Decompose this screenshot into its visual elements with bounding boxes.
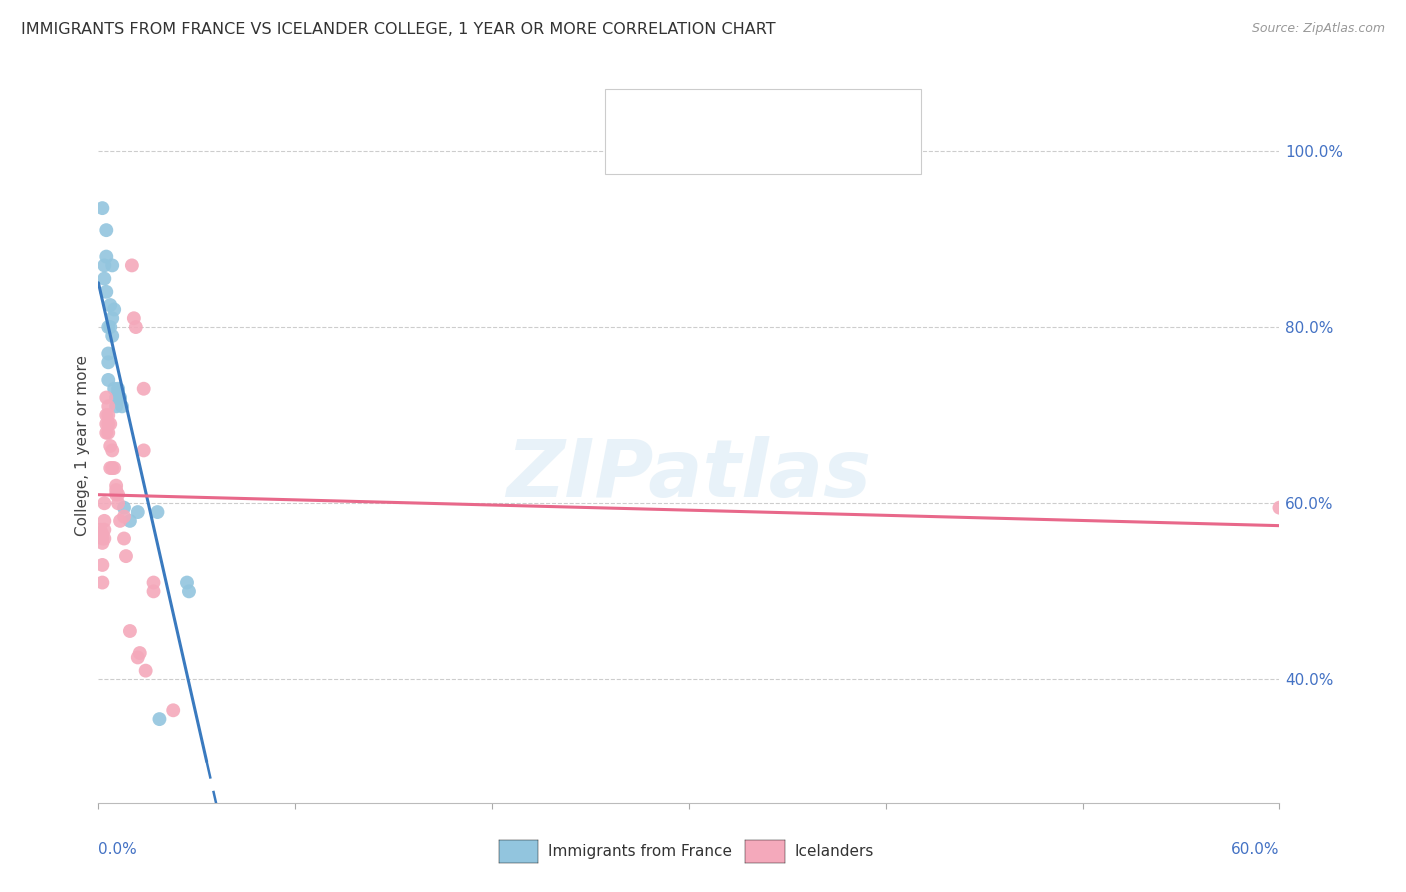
Point [97, 425, 120, 440]
Point [101, 311, 124, 326]
Point [93, 532, 115, 546]
Point [108, 391, 131, 405]
Point [125, 320, 148, 334]
Text: N =: N = [806, 111, 835, 125]
Point [98, 298, 121, 312]
Point [91, 536, 114, 550]
Point [121, 259, 143, 273]
Point [97, 355, 120, 369]
Point [115, 549, 138, 563]
Text: N =: N = [806, 143, 835, 157]
Point [112, 509, 135, 524]
Point [103, 382, 125, 396]
Point [105, 391, 128, 405]
Point [146, 505, 169, 519]
Text: ZIPatlas: ZIPatlas [506, 435, 872, 514]
Text: Immigrants from France: Immigrants from France [548, 845, 733, 859]
Text: Icelanders: Icelanders [794, 845, 873, 859]
Point [127, 650, 149, 665]
Text: R =: R = [679, 111, 707, 125]
Point [101, 329, 124, 343]
Point [112, 500, 135, 515]
Point [127, 505, 149, 519]
Point [162, 703, 184, 717]
Point [107, 487, 129, 501]
Point [97, 373, 120, 387]
Y-axis label: College, 1 year or more: College, 1 year or more [75, 356, 90, 536]
Point [96, 417, 118, 431]
Text: R =: R = [679, 143, 707, 157]
Point [132, 443, 155, 458]
Point [135, 664, 157, 678]
Point [93, 496, 115, 510]
Point [96, 223, 118, 237]
Point [93, 523, 115, 537]
Point [105, 487, 128, 501]
Point [118, 624, 141, 638]
Point [112, 532, 135, 546]
Point [107, 382, 129, 396]
Point [142, 575, 165, 590]
Text: 0.031: 0.031 [721, 111, 780, 125]
Point [96, 285, 118, 299]
Point [105, 400, 128, 414]
Text: 30: 30 [845, 111, 866, 125]
Point [96, 250, 118, 264]
Point [132, 382, 155, 396]
Point [118, 514, 141, 528]
Point [97, 400, 120, 414]
Point [97, 417, 120, 431]
Point [91, 532, 114, 546]
Point [93, 514, 115, 528]
Point [101, 461, 124, 475]
Point [98, 320, 121, 334]
Point [122, 311, 145, 326]
Point [176, 575, 198, 590]
Point [96, 408, 118, 422]
Point [105, 478, 128, 492]
Point [91, 558, 114, 572]
Point [111, 400, 134, 414]
Point [177, 584, 200, 599]
Point [103, 461, 125, 475]
Point [101, 259, 124, 273]
Point [91, 575, 114, 590]
Point [108, 514, 131, 528]
Point [1268, 500, 1291, 515]
Point [97, 346, 120, 360]
Point [97, 320, 120, 334]
Point [96, 391, 118, 405]
Point [98, 439, 121, 453]
Point [105, 483, 128, 497]
Text: IMMIGRANTS FROM FRANCE VS ICELANDER COLLEGE, 1 YEAR OR MORE CORRELATION CHART: IMMIGRANTS FROM FRANCE VS ICELANDER COLL… [21, 22, 776, 37]
Point [107, 386, 129, 401]
Text: 0.0%: 0.0% [98, 842, 138, 857]
Point [93, 259, 115, 273]
Point [91, 201, 114, 215]
Point [101, 443, 124, 458]
Text: 46: 46 [845, 143, 866, 157]
Text: Source: ZipAtlas.com: Source: ZipAtlas.com [1251, 22, 1385, 36]
Point [98, 417, 121, 431]
Point [148, 712, 170, 726]
Point [97, 408, 120, 422]
Point [96, 425, 118, 440]
Point [142, 584, 165, 599]
Point [98, 461, 121, 475]
Text: 0.044: 0.044 [721, 143, 780, 157]
Point [107, 496, 129, 510]
Point [128, 646, 150, 660]
Point [93, 271, 115, 285]
Point [89, 523, 111, 537]
Point [103, 302, 125, 317]
Text: 60.0%: 60.0% [1232, 842, 1279, 857]
Point [91, 527, 114, 541]
